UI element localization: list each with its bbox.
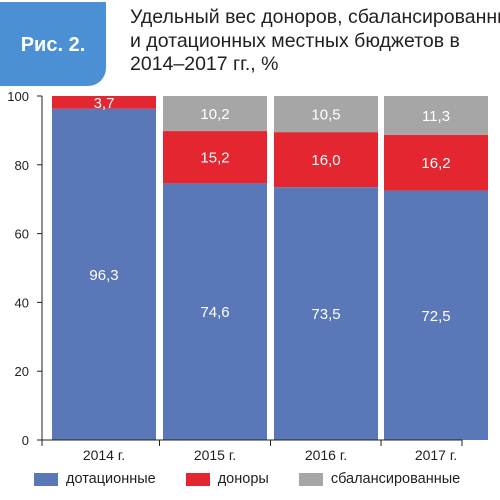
data-label-1-2: 74,6 bbox=[200, 304, 229, 321]
y-tick-label-6: 100 bbox=[7, 89, 29, 104]
bar-2-3 bbox=[274, 132, 378, 188]
data-label-3-2: 10,2 bbox=[200, 106, 229, 123]
legend-label-3: сбалансированные bbox=[330, 471, 461, 487]
legend-swatch-2 bbox=[185, 472, 210, 486]
chart-legend: дотационные доноры сбалансированные bbox=[34, 469, 490, 489]
bar-1-1 bbox=[52, 108, 156, 440]
data-label-2-3: 16,0 bbox=[311, 152, 340, 169]
bar-1-4 bbox=[384, 190, 488, 440]
data-label-1-4: 72,5 bbox=[421, 308, 450, 325]
data-label-2-2: 15,2 bbox=[200, 150, 229, 167]
bar-3-2 bbox=[163, 96, 267, 132]
figure-number: Рис. 2. bbox=[20, 33, 86, 56]
bar-1-2 bbox=[163, 183, 267, 440]
data-label-1-3: 73,5 bbox=[311, 306, 340, 323]
y-tick-label-3: 40 bbox=[15, 295, 29, 310]
bar-3-3 bbox=[274, 96, 378, 133]
chart-title: Удельный вес доноров, сбалансированных и… bbox=[130, 6, 500, 77]
legend-label-2: доноры bbox=[217, 471, 269, 487]
legend-item-1: дотационные bbox=[34, 471, 156, 487]
y-tick-label-1: 0 bbox=[22, 433, 29, 448]
legend-swatch-1 bbox=[34, 472, 58, 486]
chart-title-line-2: и дотационных местных бюджетов в bbox=[130, 29, 460, 52]
chart-title-line-1: Удельный вес доноров, сбалансированных bbox=[130, 6, 500, 28]
legend-item-2: доноры bbox=[185, 471, 269, 487]
y-tick-label-5: 80 bbox=[15, 158, 29, 173]
x-tick-label-2: 2015 г. bbox=[194, 447, 236, 463]
x-tick-label-3: 2016 г. bbox=[305, 447, 347, 463]
legend-item-3: сбалансированные bbox=[298, 471, 461, 487]
bar-1-3 bbox=[274, 187, 378, 440]
data-label-2-4: 16,2 bbox=[421, 155, 450, 172]
x-tick-label-1: 2014 г. bbox=[83, 447, 125, 463]
bar-2-2 bbox=[163, 131, 267, 184]
y-tick-label-2: 20 bbox=[15, 364, 29, 379]
legend-swatch-3 bbox=[298, 472, 323, 486]
chart-title-line-3: 2014–2017 гг., % bbox=[130, 53, 279, 75]
bar-3-4 bbox=[384, 96, 488, 135]
bar-2-4 bbox=[384, 134, 488, 191]
legend-label-1: дотационные bbox=[66, 471, 156, 487]
data-label-1-1: 96,3 bbox=[89, 267, 118, 284]
figure-badge: Рис. 2. bbox=[0, 2, 106, 86]
bar-2-1 bbox=[52, 96, 156, 109]
data-label-3-3: 10,5 bbox=[311, 107, 340, 124]
x-tick-label-4: 2017 г. bbox=[415, 447, 457, 463]
data-label-3-4: 11,3 bbox=[422, 108, 450, 125]
y-tick-label-4: 60 bbox=[15, 227, 29, 242]
data-label-2-1: 3,7 bbox=[94, 95, 115, 112]
